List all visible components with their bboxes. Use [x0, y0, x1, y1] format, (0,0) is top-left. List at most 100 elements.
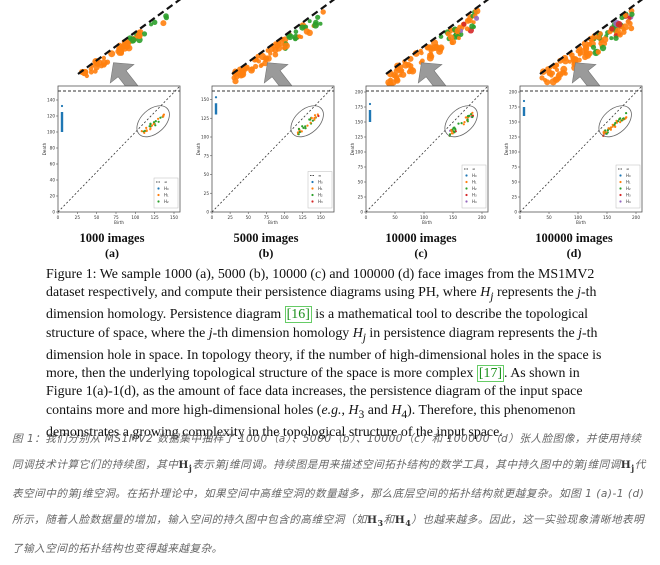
x-tick-label: 125	[299, 215, 307, 220]
legend-swatch	[157, 193, 160, 197]
cluster-point	[317, 114, 320, 118]
y-tick-label: 150	[355, 120, 363, 125]
caption-chinese: 图 1：我们分别从 MS1MV2 数据集中抽样了 1000（a）、5000（b）…	[12, 433, 646, 556]
inset-point	[546, 69, 553, 76]
x-tick-label: 150	[449, 215, 457, 220]
figure-panels: 0 20 40 60 80 100 120 140 0 25 50 75 100 125 150 Birth D…	[42, 0, 644, 225]
x-tick-label: 0	[211, 215, 214, 220]
zoom-arrow	[417, 62, 447, 93]
h0-point	[368, 102, 372, 106]
inset-point	[456, 36, 461, 41]
citation-17[interactable]: [17]	[476, 365, 505, 383]
y-tick-label: 60	[50, 162, 56, 167]
y-tick-label: 150	[509, 120, 517, 125]
x-tick-label: 50	[392, 215, 398, 220]
cluster-point	[297, 127, 300, 131]
cluster-point	[466, 118, 469, 121]
inset-point	[242, 65, 249, 72]
cluster-point	[625, 112, 628, 115]
cluster-point	[157, 117, 160, 120]
y-tick-label: 20	[50, 194, 56, 199]
inset-point	[561, 54, 569, 62]
x-tick-label: 0	[365, 215, 368, 220]
citation-16[interactable]: [16]	[284, 306, 312, 324]
y-tick-label: 100	[355, 150, 363, 155]
panel-count-label: 5000 images	[233, 231, 299, 245]
inset-point	[255, 53, 261, 59]
legend-swatch	[465, 200, 468, 203]
inset-point	[609, 36, 614, 41]
inset-point	[160, 20, 167, 27]
h0-point	[522, 99, 526, 103]
cluster-point	[149, 123, 152, 126]
cluster-point	[602, 132, 605, 135]
legend-swatch	[465, 180, 468, 184]
legend-entry: H₄	[472, 199, 477, 204]
inset-point	[93, 63, 100, 71]
panel-caption-d: 100000 images (d)	[494, 231, 654, 261]
x-tick-label: 25	[75, 215, 81, 220]
legend-swatch	[619, 193, 622, 197]
inset-point	[622, 13, 628, 18]
y-tick-label: 25	[204, 191, 210, 196]
panel-b: 0 25 50 75 100 125 150 0 25 50 75 100 125 150 Birth Dea…	[196, 0, 336, 225]
cluster-point	[457, 122, 460, 125]
cluster-point	[309, 121, 312, 124]
inset-point	[253, 63, 259, 70]
cluster-point	[148, 125, 151, 128]
y-tick-label: 0	[52, 210, 55, 215]
cluster-point	[296, 131, 299, 134]
cluster-point	[304, 125, 307, 128]
legend-entry: ∞	[626, 167, 629, 172]
inset-point	[554, 67, 560, 72]
inset-point	[464, 17, 471, 24]
h0-points	[368, 110, 372, 122]
y-tick-label: 50	[204, 172, 210, 177]
panel-letter: (b)	[258, 246, 274, 260]
diagonal-line	[365, 85, 489, 213]
inset-point	[585, 52, 591, 58]
legend-swatch	[619, 174, 622, 177]
inset-point	[556, 71, 564, 78]
inset-point	[615, 21, 623, 28]
inset-point	[303, 28, 311, 35]
inset-point	[595, 49, 601, 55]
cluster-point	[149, 128, 152, 131]
inset-point	[567, 59, 572, 64]
cluster-point	[302, 126, 305, 129]
diagonal-line	[211, 85, 335, 213]
y-tick-label: 75	[204, 153, 210, 158]
cluster-point	[607, 127, 610, 130]
cluster-point	[620, 119, 623, 122]
y-axis-label: Death	[504, 142, 509, 155]
figure-1: 0 20 40 60 80 100 120 140 0 25 50 75 100 125 150 Birth D…	[0, 0, 660, 262]
y-tick-label: 80	[50, 146, 56, 151]
inset-point	[449, 40, 455, 45]
y-tick-label: 0	[360, 210, 363, 215]
inset-point	[617, 32, 623, 38]
zoom-ellipse	[598, 105, 632, 138]
legend-entry: H₁	[164, 193, 169, 198]
cluster-point	[298, 131, 301, 134]
h0-points	[60, 112, 64, 132]
cluster-point	[151, 124, 154, 127]
inset-point	[598, 41, 603, 46]
inset-point	[293, 29, 299, 34]
panel-d: 0 25 50 75 100 125 150 175 200 0 50 100 150 200 Birth D…	[504, 0, 644, 225]
inset-point	[577, 52, 582, 57]
inset-point	[239, 70, 247, 78]
inset-point	[104, 59, 111, 65]
inset-point	[627, 15, 632, 21]
panel-a: 0 20 40 60 80 100 120 140 0 25 50 75 100 125 150 Birth D…	[42, 0, 182, 225]
y-tick-label: 200	[355, 90, 363, 95]
inset-point	[575, 49, 580, 54]
cluster-point	[605, 132, 608, 135]
legend-swatch	[157, 187, 160, 190]
y-tick-label: 175	[355, 105, 363, 110]
panel-caption-b: 5000 images (b)	[186, 231, 346, 261]
inset-point	[141, 31, 148, 37]
h0-point	[214, 96, 218, 99]
inset-point	[539, 75, 545, 81]
inset-point	[272, 51, 279, 58]
cluster-point	[471, 111, 474, 114]
